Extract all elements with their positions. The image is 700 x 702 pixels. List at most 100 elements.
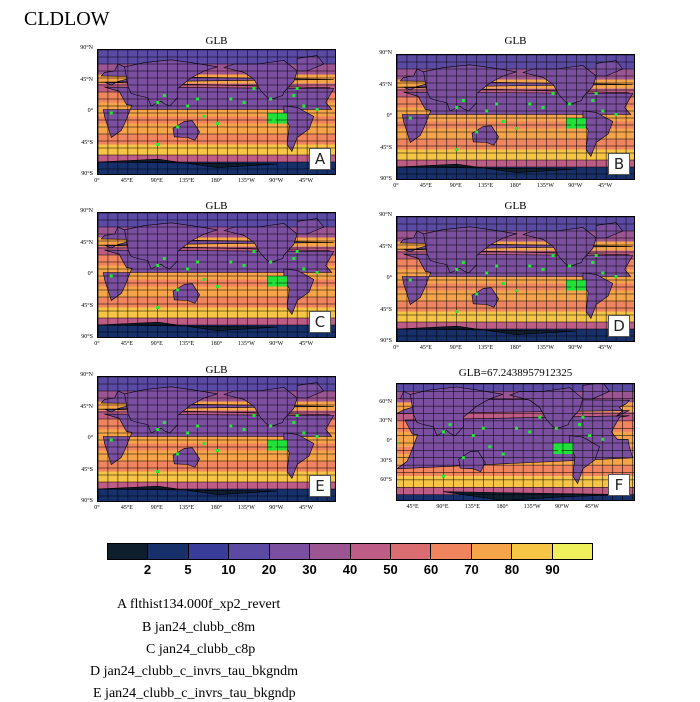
grid-lines	[98, 213, 335, 337]
colorbar-swatch	[431, 544, 472, 559]
lon-tick-label: 135°E	[478, 345, 494, 351]
colorbar-swatch	[552, 544, 593, 559]
lon-tick-label: 135°E	[179, 178, 195, 184]
figure-title: CLDLOW	[24, 8, 110, 30]
lon-tick-label: 90°W	[269, 505, 284, 511]
lat-tick-label: 45°S	[81, 466, 93, 473]
panel-letter: E	[309, 475, 331, 497]
lat-tick-label: 45°S	[380, 144, 392, 151]
colorbar-label: 20	[261, 562, 277, 577]
panel-title: GLB	[205, 35, 228, 47]
lon-tick-label: 45°W	[598, 183, 613, 189]
lat-tick-label: 90°N	[379, 212, 392, 218]
lon-tick-label: 180°	[210, 505, 223, 511]
lon-tick-label: 0°	[94, 341, 100, 347]
lat-tick-label: 0°	[87, 271, 93, 277]
colorbar-swatch	[269, 544, 311, 559]
lon-tick-label: 135°W	[523, 504, 541, 510]
lon-tick-label: 45°E	[120, 341, 133, 347]
lon-tick-label: 135°E	[179, 505, 195, 511]
lon-tick-label: 180°	[210, 178, 223, 184]
lon-tick-label: 0°	[393, 345, 399, 351]
lon-tick-label: 90°W	[568, 183, 583, 189]
lat-tick-label: 45°N	[80, 239, 93, 246]
lat-tick-label: 90°S	[81, 334, 93, 340]
panel-letter: F	[608, 474, 630, 496]
lat-tick-label: 0°	[386, 438, 392, 444]
lon-tick-label: 180°	[496, 504, 508, 510]
lon-tick-label: 0°	[94, 505, 100, 511]
colorbar-swatch	[148, 544, 189, 559]
panel-letter: B	[608, 153, 630, 175]
lon-tick-label: 90°W	[568, 345, 583, 351]
lat-tick-label: 90°S	[81, 171, 93, 177]
lat-tick-label: 0°	[386, 113, 392, 119]
colorbar-label: 80	[504, 562, 520, 577]
colorbar-label: 5	[184, 562, 192, 577]
lon-tick-label: 90°W	[269, 341, 284, 347]
lon-tick-label: 90°E	[449, 345, 462, 351]
lat-tick-label: 90°N	[379, 50, 392, 56]
grid-lines	[98, 50, 335, 174]
lat-tick-label: 45°N	[80, 76, 93, 83]
lat-tick-label: 90°N	[80, 372, 93, 378]
grid-lines	[397, 217, 634, 341]
colorbar-swatch	[471, 544, 513, 559]
lat-tick-label: 90°N	[80, 45, 93, 51]
lon-tick-label: 45°E	[120, 178, 133, 184]
colorbar-label: 30	[302, 562, 317, 577]
lat-tick-label: 30°S	[380, 457, 392, 464]
lon-tick-label: 45°W	[299, 178, 314, 184]
lon-tick-label: 90°W	[554, 504, 569, 510]
lon-tick-label: 90°E	[449, 183, 462, 189]
colorbar-label: 50	[383, 562, 398, 577]
lat-tick-label: 0°	[87, 435, 93, 441]
colorbar-swatch	[310, 544, 351, 559]
panel-title: GLB	[205, 200, 228, 212]
lon-tick-label: 135°E	[478, 183, 494, 189]
colorbar-swatch	[229, 544, 270, 559]
colorbar-swatch	[350, 544, 391, 559]
lat-tick-label: 60°S	[380, 477, 392, 484]
grid-lines	[397, 55, 634, 179]
lon-tick-label: 135°W	[536, 183, 554, 189]
colorbar-label: 70	[464, 562, 479, 577]
panel-letter: A	[309, 148, 331, 170]
lat-tick-label: 30°N	[379, 418, 392, 425]
panel-title: GLB=67.2438957912325	[458, 367, 573, 379]
colorbar-swatch	[108, 544, 149, 559]
map-D: D	[396, 216, 635, 342]
lon-tick-label: 90°E	[150, 505, 163, 511]
lon-tick-label: 90°W	[269, 178, 284, 184]
lon-tick-label: 45°W	[584, 504, 599, 510]
lon-tick-label: 45°E	[406, 504, 419, 510]
colorbar-swatch	[390, 544, 432, 559]
map-B: B	[396, 54, 635, 180]
lon-tick-label: 135°W	[536, 345, 554, 351]
lat-tick-label: 45°S	[81, 139, 93, 146]
lon-tick-label: 0°	[393, 183, 399, 189]
lat-tick-label: 45°N	[379, 243, 392, 250]
lat-tick-label: 45°N	[80, 403, 93, 410]
panel-title: GLB	[504, 200, 527, 212]
colorbar-label: 10	[221, 562, 236, 577]
lon-tick-label: 90°E	[436, 504, 449, 510]
lon-tick-label: 180°	[210, 341, 223, 347]
legend-item-b: B jan24_clubb_c8m	[142, 620, 256, 635]
lat-tick-label: 45°S	[81, 302, 93, 309]
lon-tick-label: 180°	[509, 345, 522, 351]
lon-tick-label: 45°E	[419, 183, 432, 189]
lon-tick-label: 135°W	[237, 178, 255, 184]
panel-letter: D	[608, 315, 630, 337]
lat-tick-label: 90°S	[380, 176, 392, 182]
colorbar-label: 90	[545, 562, 560, 577]
lat-tick-label: 90°N	[80, 208, 93, 214]
panel-letter: C	[309, 311, 331, 333]
grid-lines	[98, 377, 335, 501]
lon-tick-label: 90°E	[150, 178, 163, 184]
legend-item-e: E jan24_clubb_c_invrs_tau_bkgndp	[93, 686, 296, 701]
legend-item-a: A flthist134.000f_xp2_revert	[117, 597, 281, 612]
lon-tick-label: 45°W	[299, 341, 314, 347]
lon-tick-label: 45°W	[598, 345, 613, 351]
lat-tick-label: 0°	[87, 108, 93, 114]
